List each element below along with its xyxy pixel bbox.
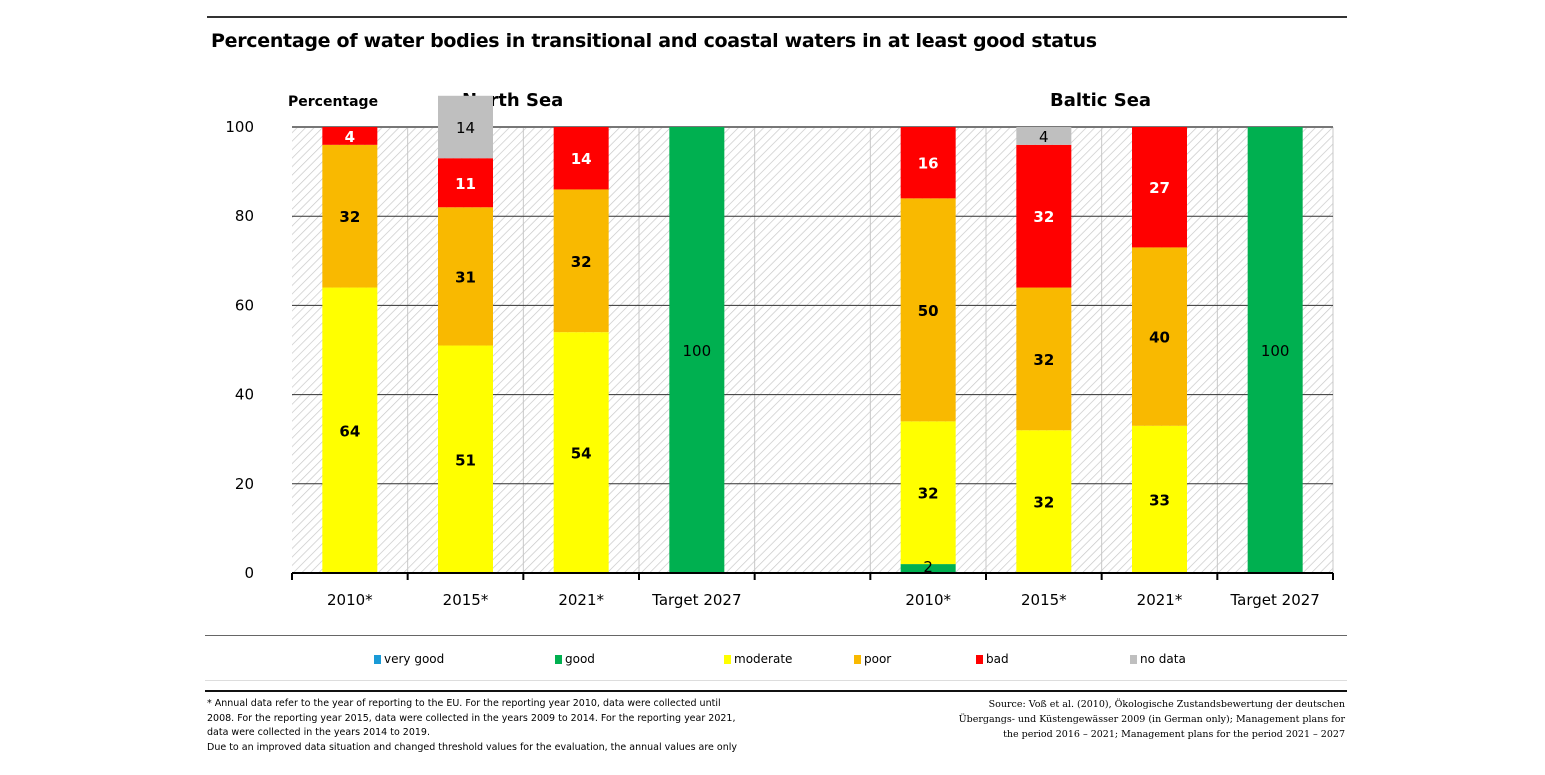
bar-segment-bad (1016, 144, 1072, 288)
y-tick-label: 0 (244, 564, 254, 582)
bar-segment-moderate (322, 287, 378, 573)
top-rule (207, 16, 1347, 18)
legend-label: no data (1140, 652, 1186, 666)
data-label: 32 (1033, 351, 1054, 369)
chart-title: Percentage of water bodies in transition… (211, 30, 1097, 52)
legend-label: poor (864, 652, 892, 666)
y-tick-label: 20 (235, 475, 254, 493)
x-tick-label: 2010* (327, 591, 373, 609)
bar-segment-moderate (438, 345, 493, 573)
legend: very good good moderate poor bad no data (360, 652, 1260, 672)
legend-item-poor: poor (854, 652, 891, 666)
data-label: 2 (923, 558, 933, 576)
group-label-baltic-sea: Baltic Sea (1050, 90, 1152, 111)
bar-segment-moderate (553, 332, 609, 573)
bar-segment-moderate (1016, 430, 1072, 573)
legend-swatch (1130, 654, 1137, 664)
legend-swatch (976, 654, 983, 664)
bar-segment-poor (553, 189, 609, 333)
stacked-bar-chart: 64 32 4 51 31 11 14 54 32 14 100 2 32 50 16 32 32 32 4 33 40… (225, 95, 1334, 609)
data-label: 4 (345, 128, 355, 146)
legend-bottom-rule (205, 680, 1347, 681)
legend-item-good: good (555, 652, 595, 666)
bar-segment-bad (438, 158, 493, 208)
legend-item-bad: bad (976, 652, 1009, 666)
data-label: 32 (339, 208, 360, 226)
bar-segment-good (669, 127, 725, 573)
legend-label: bad (986, 652, 1009, 666)
x-tick-label: Target 2027 (1229, 591, 1319, 609)
data-label: 14 (456, 119, 475, 137)
data-label: 27 (1149, 179, 1170, 197)
bar-segment-bad (553, 127, 609, 190)
legend-item-very-good: very good (374, 652, 444, 666)
data-label: 14 (571, 150, 592, 168)
data-label: 40 (1149, 329, 1170, 347)
bar-segment-bad (1132, 127, 1187, 248)
footnote-line: data were collected in the years 2014 to… (207, 727, 430, 738)
legend-label: good (565, 652, 595, 666)
source-note: Source: Voß et al. (2010), Ökologische Z… (885, 697, 1345, 742)
source-line: Übergangs- und Küstengewässer 2009 (in G… (958, 714, 1345, 725)
source-line: the period 2016 – 2021; Management plans… (1003, 729, 1345, 740)
data-label: 16 (918, 155, 939, 173)
footnote-line: Due to an improved data situation and ch… (207, 741, 738, 753)
legend-swatch (854, 654, 861, 664)
bar-segment-poor (900, 198, 956, 422)
bar-segment-good (1247, 127, 1303, 573)
x-tick-label: 2015* (1021, 591, 1067, 609)
y-tick-label: 60 (235, 296, 254, 314)
data-label: 64 (339, 422, 360, 440)
data-label: 100 (1261, 342, 1290, 360)
legend-item-moderate: moderate (724, 652, 792, 666)
legend-label: moderate (734, 652, 793, 666)
legend-swatch (724, 654, 731, 664)
bar-segment-poor (322, 144, 378, 288)
data-label: 4 (1039, 128, 1049, 146)
legend-swatch (555, 654, 562, 664)
bar-segment-no-data (1016, 127, 1072, 145)
legend-item-no-data: no data (1130, 652, 1186, 666)
bar-segment-no-data (438, 95, 493, 159)
footnote-line: 2008. For the reporting year 2015, data … (207, 712, 736, 724)
data-label: 32 (918, 485, 939, 503)
legend-swatch (374, 654, 381, 664)
footnote: * Annual data refer to the year of repor… (207, 697, 807, 755)
bar-segment-moderate (1132, 425, 1187, 573)
bar-segment-poor (438, 207, 493, 346)
x-tick-label: 2021* (1137, 591, 1183, 609)
bar-segment-bad (900, 127, 956, 199)
data-label: 31 (455, 268, 476, 286)
data-label: 33 (1149, 491, 1170, 509)
data-label: 54 (571, 445, 592, 463)
bar-segment-good (900, 564, 956, 573)
y-tick-label: 100 (225, 118, 254, 136)
bar-segment-bad (322, 127, 378, 145)
y-tick-label: 40 (235, 386, 254, 404)
data-label: 50 (918, 302, 939, 320)
bar-segment-moderate (900, 421, 956, 565)
legend-top-rule (205, 635, 1347, 636)
bar-segment-poor (1132, 247, 1187, 426)
footer-rule (205, 690, 1347, 692)
y-tick-label: 80 (235, 207, 254, 225)
data-label: 51 (455, 451, 476, 469)
data-label: 100 (683, 342, 712, 360)
x-tick-label: 2010* (905, 591, 951, 609)
y-axis-label: Percentage (288, 94, 379, 110)
x-tick-label: 2021* (558, 591, 604, 609)
data-label: 32 (571, 253, 592, 271)
data-label: 32 (1033, 494, 1054, 512)
footnote-line: * Annual data refer to the year of repor… (207, 698, 721, 709)
data-label: 11 (455, 175, 476, 193)
bar-segment-poor (1016, 287, 1072, 431)
legend-label: very good (384, 652, 445, 666)
x-tick-label: 2015* (443, 591, 489, 609)
x-tick-label: Target 2027 (651, 591, 741, 609)
source-line: Source: Voß et al. (2010), Ökologische Z… (988, 699, 1345, 710)
data-label: 32 (1033, 208, 1054, 226)
